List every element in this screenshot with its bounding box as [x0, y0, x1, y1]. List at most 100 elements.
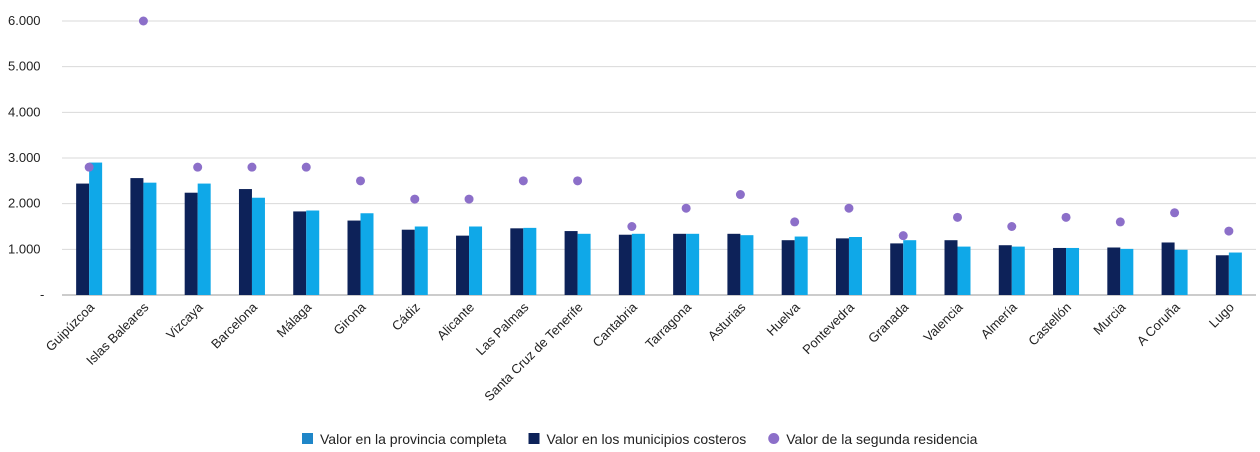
point-second-residence	[410, 194, 420, 204]
legend-swatch	[528, 433, 540, 444]
point-second-residence	[193, 162, 203, 172]
bar-coastal	[76, 183, 90, 295]
bar-coastal	[944, 240, 958, 295]
x-tick-label: Cádiz	[389, 300, 423, 334]
legend-label: Valor en los municipios costeros	[547, 431, 747, 447]
point-second-residence	[518, 176, 528, 186]
bar-coastal	[401, 229, 415, 295]
y-tick-label: 6.000	[8, 13, 41, 28]
bar-province	[957, 246, 971, 295]
bar-coastal	[1053, 247, 1067, 295]
point-second-residence	[138, 16, 148, 26]
point-second-residence	[790, 217, 800, 227]
point-second-residence	[1007, 222, 1017, 231]
x-tick-label: Vizcaya	[163, 299, 206, 342]
x-tick-label: Huelva	[764, 299, 804, 339]
point-second-residence	[84, 162, 94, 172]
x-tick-label: Las Palmas	[473, 299, 532, 358]
bar-province	[523, 227, 537, 295]
point-second-residence	[681, 203, 691, 213]
point-second-residence	[1061, 212, 1071, 222]
bar-coastal	[618, 234, 632, 295]
bar-province	[903, 240, 917, 295]
point-second-residence	[301, 162, 311, 172]
x-tick-label: Lugo	[1206, 300, 1237, 331]
x-tick-label: Pontevedra	[799, 299, 857, 357]
bar-province	[1066, 247, 1080, 295]
point-second-residence	[573, 176, 583, 186]
legend: Valor en la provincia completa Valor en l…	[302, 431, 978, 447]
scatter-points	[84, 16, 1234, 241]
bar-province	[1174, 249, 1188, 295]
bar-province	[306, 210, 320, 295]
y-tick-label: 4.000	[8, 104, 41, 119]
bar-coastal	[293, 211, 307, 295]
bar-coastal	[781, 240, 795, 295]
x-tick-label: Málaga	[274, 299, 315, 340]
bar-coastal	[1161, 242, 1175, 295]
point-second-residence	[735, 190, 745, 200]
bar-province	[1120, 248, 1134, 295]
bar-province	[686, 233, 700, 295]
x-tick-label: Castellón	[1025, 300, 1074, 349]
y-axis-ticks: - 1.000 2.000 3.000 4.000 5.000 6.000	[8, 13, 44, 302]
x-tick-label: Asturias	[705, 299, 749, 343]
bar-province	[794, 236, 808, 295]
bar-province	[848, 237, 862, 295]
legend-label: Valor de la segunda residencia	[786, 431, 977, 447]
y-tick-label: -	[40, 287, 44, 302]
y-tick-label: 5.000	[8, 59, 41, 74]
x-tick-label: Almería	[978, 299, 1021, 342]
point-second-residence	[1224, 226, 1234, 236]
bars	[76, 162, 1242, 295]
point-second-residence	[898, 231, 908, 241]
x-tick-label: Granada	[865, 299, 912, 346]
x-tick-label: Guipúzcoa	[43, 299, 98, 354]
point-second-residence	[356, 176, 365, 186]
bar-coastal	[510, 228, 524, 295]
point-second-residence	[844, 203, 854, 213]
bar-coastal	[1215, 255, 1229, 295]
x-tick-label: Valencia	[920, 299, 966, 345]
bar-coastal	[238, 189, 252, 295]
bar-coastal	[347, 220, 361, 295]
legend-label: Valor en la provincia completa	[320, 431, 507, 447]
x-tick-label: Murcia	[1090, 299, 1129, 338]
bar-coastal	[998, 245, 1012, 295]
point-second-residence	[1170, 208, 1180, 218]
bar-province	[740, 235, 754, 295]
bar-province	[197, 183, 211, 295]
x-tick-label: Girona	[330, 299, 369, 338]
bar-province	[89, 162, 103, 295]
bar-province	[469, 226, 483, 295]
bar-coastal	[564, 231, 578, 295]
bar-province	[143, 182, 157, 295]
x-tick-label: Alicante	[434, 300, 477, 343]
bar-coastal	[184, 192, 198, 295]
point-second-residence	[247, 162, 257, 172]
x-tick-label: Barcelona	[208, 299, 261, 352]
point-second-residence	[627, 222, 637, 231]
point-second-residence	[464, 194, 474, 204]
bar-province	[414, 226, 428, 295]
bar-coastal	[890, 243, 904, 295]
bar-coastal	[1107, 247, 1121, 295]
y-tick-label: 1.000	[8, 241, 41, 256]
bar-coastal	[673, 233, 687, 295]
bar-province	[1011, 246, 1025, 295]
bar-coastal	[456, 235, 470, 295]
point-second-residence	[1115, 217, 1125, 227]
x-tick-label: Cantabria	[590, 299, 641, 350]
bar-province	[360, 213, 374, 295]
point-second-residence	[953, 212, 962, 222]
x-tick-label: Tarragona	[642, 299, 695, 352]
legend-swatch	[302, 433, 313, 444]
bar-coastal	[727, 233, 741, 295]
y-tick-label: 2.000	[8, 196, 41, 211]
y-tick-label: 3.000	[8, 150, 41, 165]
bar-province	[631, 233, 645, 295]
bar-province	[1228, 252, 1242, 295]
bar-province	[251, 197, 265, 295]
